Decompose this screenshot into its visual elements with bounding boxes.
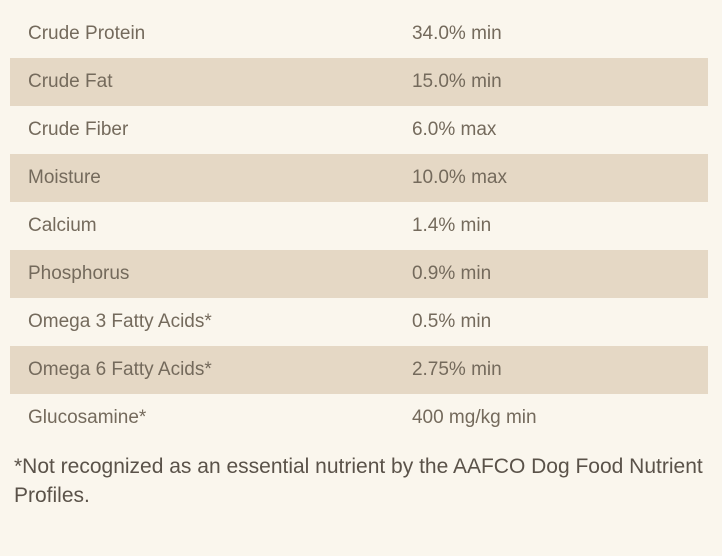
nutrient-value: 34.0% min [412, 23, 690, 45]
table-row: Moisture 10.0% max [10, 154, 708, 202]
nutrient-value: 2.75% min [412, 359, 690, 381]
nutrient-label: Glucosamine* [28, 407, 412, 429]
nutrient-label: Moisture [28, 167, 412, 189]
nutrient-label: Phosphorus [28, 263, 412, 285]
table-row: Crude Fiber 6.0% max [10, 106, 708, 154]
table-row: Omega 3 Fatty Acids* 0.5% min [10, 298, 708, 346]
nutrient-value: 10.0% max [412, 167, 690, 189]
table-row: Phosphorus 0.9% min [10, 250, 708, 298]
nutrient-label: Crude Fat [28, 71, 412, 93]
table-row: Glucosamine* 400 mg/kg min [10, 394, 708, 442]
nutrient-label: Crude Fiber [28, 119, 412, 141]
nutrient-value: 15.0% min [412, 71, 690, 93]
nutrient-value: 0.9% min [412, 263, 690, 285]
table-row: Crude Fat 15.0% min [10, 58, 708, 106]
table-row: Crude Protein 34.0% min [10, 10, 708, 58]
nutrient-value: 1.4% min [412, 215, 690, 237]
nutrient-label: Calcium [28, 215, 412, 237]
nutrient-label: Omega 3 Fatty Acids* [28, 311, 412, 333]
nutrient-value: 400 mg/kg min [412, 407, 690, 429]
table-row: Calcium 1.4% min [10, 202, 708, 250]
nutrient-label: Crude Protein [28, 23, 412, 45]
footnote-text: *Not recognized as an essential nutrient… [10, 442, 708, 511]
nutrient-table: Crude Protein 34.0% min Crude Fat 15.0% … [10, 10, 708, 442]
table-row: Omega 6 Fatty Acids* 2.75% min [10, 346, 708, 394]
nutrient-label: Omega 6 Fatty Acids* [28, 359, 412, 381]
nutrient-value: 0.5% min [412, 311, 690, 333]
nutrient-value: 6.0% max [412, 119, 690, 141]
